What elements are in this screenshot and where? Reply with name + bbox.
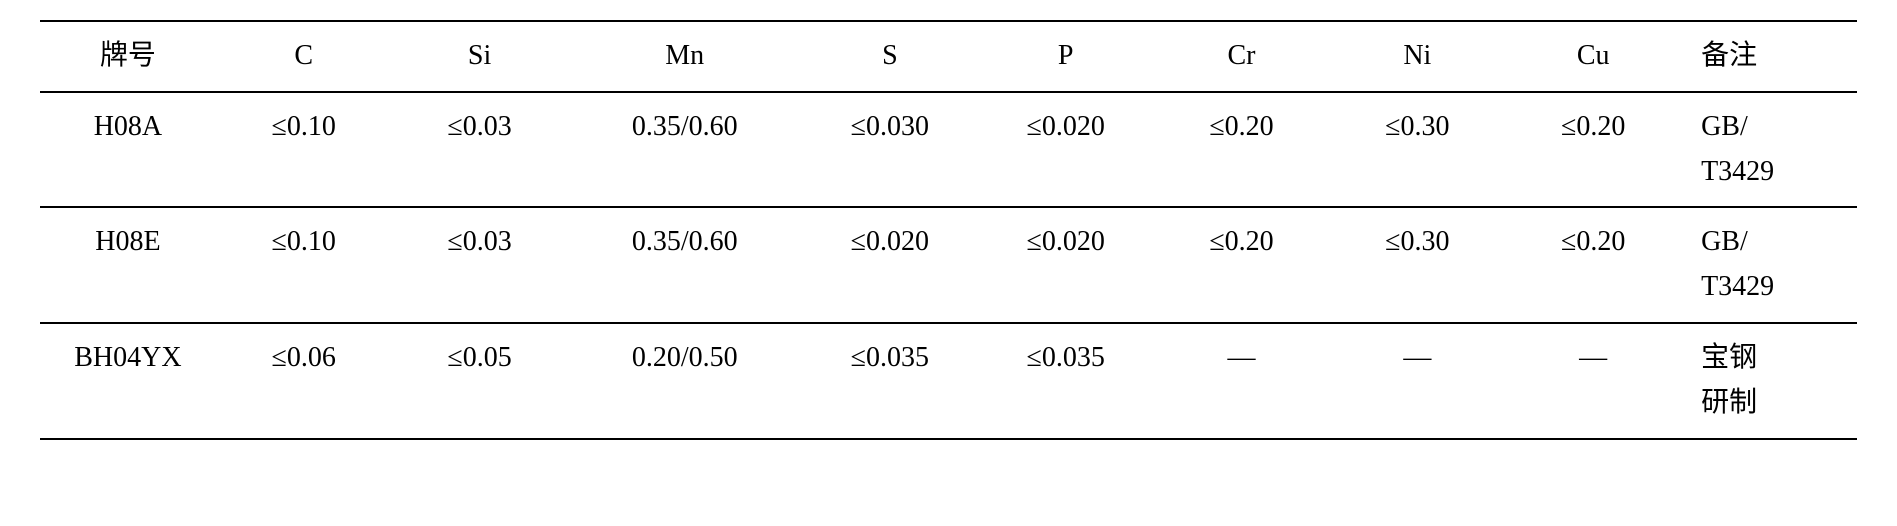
cell-mn: 0.35/0.60 xyxy=(567,92,801,208)
cell-grade: H08E xyxy=(40,207,216,323)
cell-note: GB/ T3429 xyxy=(1681,207,1857,323)
cell-p: ≤0.020 xyxy=(978,207,1154,323)
cell-cu: ≤0.20 xyxy=(1505,92,1681,208)
cell-grade: BH04YX xyxy=(40,323,216,439)
cell-c: ≤0.06 xyxy=(216,323,392,439)
cell-cr: ≤0.20 xyxy=(1154,92,1330,208)
cell-cu: — xyxy=(1505,323,1681,439)
cell-cr: ≤0.20 xyxy=(1154,207,1330,323)
col-header-cr: Cr xyxy=(1154,21,1330,92)
col-header-mn: Mn xyxy=(567,21,801,92)
col-header-cu: Cu xyxy=(1505,21,1681,92)
cell-s: ≤0.020 xyxy=(802,207,978,323)
col-header-s: S xyxy=(802,21,978,92)
note-line1: 宝钢 xyxy=(1701,342,1757,373)
cell-s: ≤0.030 xyxy=(802,92,978,208)
cell-grade: H08A xyxy=(40,92,216,208)
cell-c: ≤0.10 xyxy=(216,207,392,323)
note-line2: T3429 xyxy=(1701,271,1774,302)
note-line1: GB/ xyxy=(1701,111,1748,142)
cell-p: ≤0.035 xyxy=(978,323,1154,439)
table-row: H08A ≤0.10 ≤0.03 0.35/0.60 ≤0.030 ≤0.020… xyxy=(40,92,1857,208)
composition-table: 牌号 C Si Mn S P Cr Ni Cu 备注 H08A ≤0.10 ≤0… xyxy=(40,20,1857,440)
note-line2: T3429 xyxy=(1701,156,1774,187)
table-row: H08E ≤0.10 ≤0.03 0.35/0.60 ≤0.020 ≤0.020… xyxy=(40,207,1857,323)
col-header-p: P xyxy=(978,21,1154,92)
cell-cr: — xyxy=(1154,323,1330,439)
cell-ni: ≤0.30 xyxy=(1329,92,1505,208)
table-row: BH04YX ≤0.06 ≤0.05 0.20/0.50 ≤0.035 ≤0.0… xyxy=(40,323,1857,439)
cell-ni: ≤0.30 xyxy=(1329,207,1505,323)
cell-mn: 0.35/0.60 xyxy=(567,207,801,323)
note-line1: GB/ xyxy=(1701,226,1748,257)
col-header-c: C xyxy=(216,21,392,92)
cell-note: 宝钢 研制 xyxy=(1681,323,1857,439)
cell-note: GB/ T3429 xyxy=(1681,92,1857,208)
col-header-note: 备注 xyxy=(1681,21,1857,92)
cell-p: ≤0.020 xyxy=(978,92,1154,208)
cell-cu: ≤0.20 xyxy=(1505,207,1681,323)
cell-si: ≤0.05 xyxy=(392,323,568,439)
note-line2: 研制 xyxy=(1701,387,1757,418)
cell-c: ≤0.10 xyxy=(216,92,392,208)
cell-si: ≤0.03 xyxy=(392,207,568,323)
col-header-grade: 牌号 xyxy=(40,21,216,92)
cell-ni: — xyxy=(1329,323,1505,439)
col-header-si: Si xyxy=(392,21,568,92)
cell-mn: 0.20/0.50 xyxy=(567,323,801,439)
table-header-row: 牌号 C Si Mn S P Cr Ni Cu 备注 xyxy=(40,21,1857,92)
cell-s: ≤0.035 xyxy=(802,323,978,439)
col-header-ni: Ni xyxy=(1329,21,1505,92)
cell-si: ≤0.03 xyxy=(392,92,568,208)
